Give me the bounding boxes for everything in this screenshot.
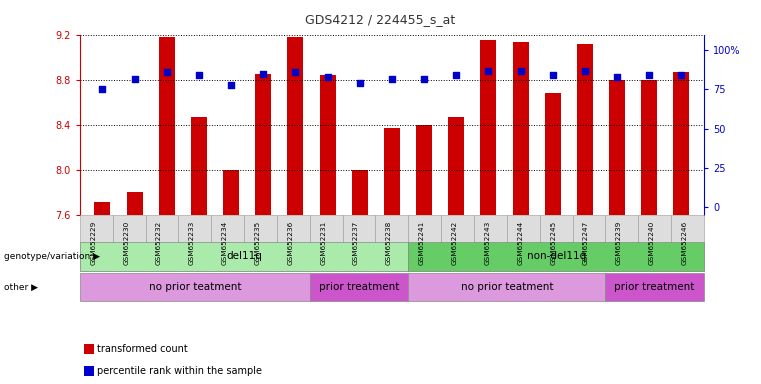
Bar (255, 74, 271, 215)
Text: GSM652230: GSM652230 (123, 221, 129, 265)
Point (354, 80, 366, 86)
Point (451, 72, 463, 78)
Text: del11q: del11q (226, 251, 262, 262)
Bar (416, 125, 432, 215)
Text: GSM652240: GSM652240 (648, 221, 654, 265)
Text: prior treatment: prior treatment (614, 282, 695, 292)
Point (643, 72, 655, 78)
Point (321, 74, 333, 80)
Point (514, 68, 527, 74)
Bar (384, 128, 400, 215)
Bar (448, 117, 464, 215)
Point (289, 69, 301, 75)
Point (193, 72, 205, 78)
Text: GSM652229: GSM652229 (91, 221, 97, 265)
Bar (513, 43, 529, 215)
Text: transformed count: transformed count (97, 344, 188, 354)
Bar (609, 79, 625, 215)
Point (418, 75, 430, 81)
Point (225, 82, 237, 88)
Text: GSM652243: GSM652243 (485, 221, 490, 265)
Point (257, 71, 269, 77)
Point (675, 72, 687, 78)
Bar (352, 170, 368, 215)
Text: GSM652244: GSM652244 (517, 221, 524, 265)
Bar (288, 37, 304, 215)
Text: GSM652232: GSM652232 (156, 221, 162, 265)
Text: GSM652238: GSM652238 (386, 221, 392, 265)
Bar (94, 202, 110, 215)
Bar (191, 117, 207, 215)
Bar (126, 192, 142, 215)
Text: percentile rank within the sample: percentile rank within the sample (97, 366, 263, 376)
Text: non-del11q: non-del11q (527, 251, 586, 262)
Text: GDS4212 / 224455_s_at: GDS4212 / 224455_s_at (305, 13, 456, 26)
Point (546, 72, 559, 78)
Point (611, 74, 623, 80)
Text: no prior teatment: no prior teatment (148, 282, 241, 292)
Point (579, 68, 591, 74)
Bar (223, 170, 239, 215)
Text: GSM652246: GSM652246 (682, 221, 687, 265)
Text: GSM652245: GSM652245 (550, 221, 556, 265)
Bar (673, 72, 689, 215)
Point (482, 68, 495, 74)
Text: GSM652239: GSM652239 (616, 221, 622, 265)
Bar (577, 44, 593, 215)
Text: no prior teatment: no prior teatment (460, 282, 553, 292)
Bar (545, 93, 561, 215)
Bar (159, 37, 175, 215)
Text: other ▶: other ▶ (4, 283, 38, 291)
Point (97, 86, 109, 93)
Text: GSM652241: GSM652241 (419, 221, 425, 265)
Bar (480, 40, 496, 215)
Bar (320, 75, 336, 215)
Text: GSM652247: GSM652247 (583, 221, 589, 265)
Text: GSM652233: GSM652233 (189, 221, 195, 265)
Text: GSM652242: GSM652242 (451, 221, 457, 265)
Text: GSM652237: GSM652237 (353, 221, 359, 265)
Text: prior treatment: prior treatment (319, 282, 400, 292)
Text: GSM652234: GSM652234 (221, 221, 228, 265)
Point (386, 75, 398, 81)
Text: GSM652235: GSM652235 (254, 221, 260, 265)
Point (129, 75, 141, 81)
Point (161, 69, 173, 75)
Text: GSM652231: GSM652231 (320, 221, 326, 265)
Bar (642, 79, 658, 215)
Text: genotype/variation ▶: genotype/variation ▶ (4, 252, 100, 261)
Text: GSM652236: GSM652236 (288, 221, 294, 265)
